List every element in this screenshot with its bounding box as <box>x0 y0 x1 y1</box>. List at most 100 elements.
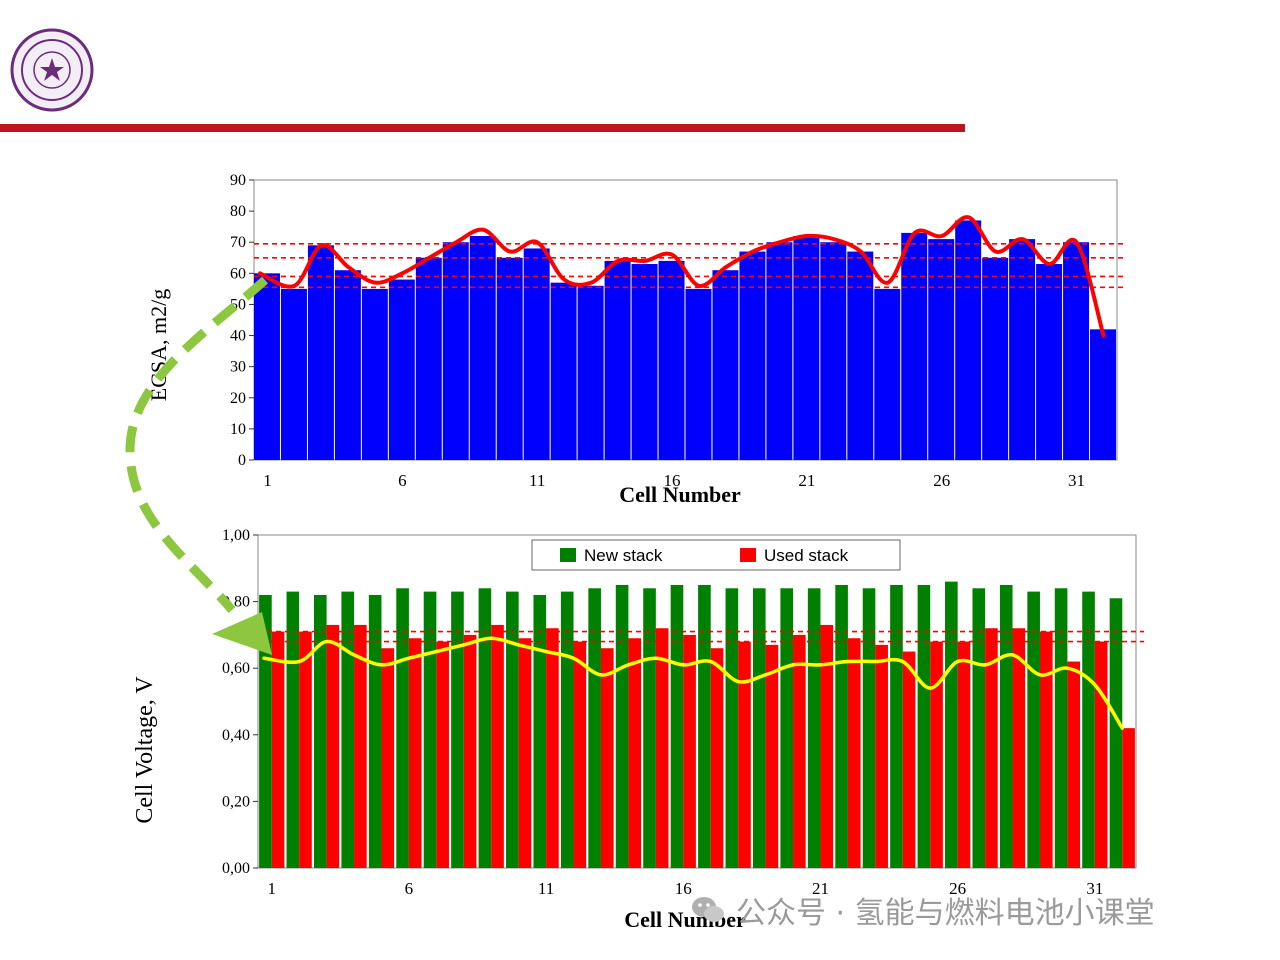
bar <box>901 232 928 460</box>
bar <box>739 251 766 460</box>
bar-new-stack <box>752 588 766 868</box>
bar <box>928 239 955 460</box>
bar-new-stack <box>780 588 794 868</box>
bar <box>604 260 631 460</box>
bar-new-stack <box>451 591 464 868</box>
bar-used-stack <box>1094 641 1108 868</box>
bar <box>577 285 604 460</box>
bar-used-stack <box>436 641 449 868</box>
bar <box>685 288 712 460</box>
x-tick-label: 1 <box>263 471 272 490</box>
bar-used-stack <box>683 634 696 868</box>
y-tick-label: 0,60 <box>222 660 250 677</box>
bar-used-stack <box>710 648 724 868</box>
bar <box>793 236 820 460</box>
trend-line <box>262 636 1125 730</box>
x-tick-label: 6 <box>405 879 414 898</box>
bar-new-stack <box>506 591 519 868</box>
bar <box>442 242 469 460</box>
watermark: 公众号 · 氢能与燃料电池小课堂 <box>690 885 1155 935</box>
bar-used-stack <box>628 638 642 868</box>
bar-new-stack <box>862 588 876 868</box>
bar-new-stack <box>396 588 409 868</box>
x-tick-label: 16 <box>675 879 692 898</box>
bar <box>361 288 388 460</box>
bar-new-stack <box>286 591 300 868</box>
bar-used-stack <box>354 624 367 868</box>
legend-swatch-used-stack <box>740 548 756 562</box>
y-tick-label: 0,40 <box>222 727 250 744</box>
y-tick-label: 60 <box>230 265 246 282</box>
x-tick-label: 21 <box>798 471 815 490</box>
bar-new-stack <box>890 584 903 868</box>
bar-new-stack <box>1109 598 1123 868</box>
bar-new-stack <box>533 594 547 868</box>
bar-used-stack <box>793 634 806 868</box>
y-tick-label: 30 <box>230 359 246 376</box>
bar-new-stack <box>423 591 437 868</box>
bar <box>658 260 685 460</box>
bar-new-stack <box>725 588 739 868</box>
chart-legend: New stack Used stack <box>531 539 901 571</box>
bar-used-stack <box>1039 631 1053 868</box>
bar <box>1063 242 1090 460</box>
bar-used-stack <box>847 638 861 868</box>
y-tick-label: 0 <box>238 452 246 469</box>
x-tick-label: 1 <box>267 879 276 898</box>
bar-used-stack <box>381 648 395 868</box>
bar-new-stack <box>807 588 821 868</box>
bar-used-stack <box>738 641 751 868</box>
bar-new-stack <box>1027 591 1040 868</box>
bar <box>280 288 307 460</box>
y-tick-label: 0,20 <box>222 793 250 810</box>
bar-new-stack <box>560 591 574 868</box>
bar-used-stack <box>1067 661 1081 868</box>
bar-new-stack <box>1054 588 1068 868</box>
bar-new-stack <box>588 588 601 868</box>
legend-label-used-stack: Used stack <box>764 546 849 565</box>
bar-used-stack <box>573 641 587 868</box>
bar-used-stack <box>875 644 888 868</box>
y-tick-label: 20 <box>230 390 246 407</box>
bar <box>955 220 982 460</box>
ecsa-y-axis-label: ECSA, m2/g <box>146 289 171 401</box>
bar <box>334 270 361 460</box>
bar-new-stack <box>478 588 492 868</box>
x-tick-label: 26 <box>933 471 950 490</box>
bar <box>712 270 739 460</box>
voltage-x-axis-label: Cell Number <box>624 907 746 932</box>
bar-used-stack <box>463 634 477 868</box>
bar-used-stack <box>408 638 422 868</box>
x-tick-label: 26 <box>949 879 966 898</box>
bar <box>631 264 658 460</box>
voltage-y-axis-label: Cell Voltage, V <box>132 676 158 824</box>
legend-swatch-new-stack <box>560 548 576 562</box>
bar-new-stack <box>259 594 272 868</box>
bar-new-stack <box>1082 591 1095 868</box>
bar-new-stack <box>917 584 931 868</box>
y-tick-label: 50 <box>230 296 246 313</box>
bar-used-stack <box>820 624 834 868</box>
bar <box>496 257 523 460</box>
bar-new-stack <box>698 584 711 868</box>
university-seal-logo <box>10 28 94 112</box>
bar <box>523 248 550 460</box>
bar <box>550 282 577 460</box>
x-tick-label: 21 <box>812 879 829 898</box>
bar <box>1009 239 1036 460</box>
bar <box>766 242 793 460</box>
bar-used-stack <box>957 641 971 868</box>
bar <box>469 236 496 460</box>
y-tick-label: 70 <box>230 234 246 251</box>
y-tick-label: 40 <box>230 328 246 345</box>
bar-used-stack <box>765 644 779 868</box>
x-tick-label: 11 <box>529 471 545 490</box>
bar <box>307 245 334 460</box>
y-tick-label: 1,00 <box>222 527 250 544</box>
bar <box>847 251 874 460</box>
bar-used-stack <box>600 648 614 868</box>
bar-new-stack <box>643 588 656 868</box>
bar-new-stack <box>341 591 355 868</box>
x-tick-label: 16 <box>664 471 681 490</box>
